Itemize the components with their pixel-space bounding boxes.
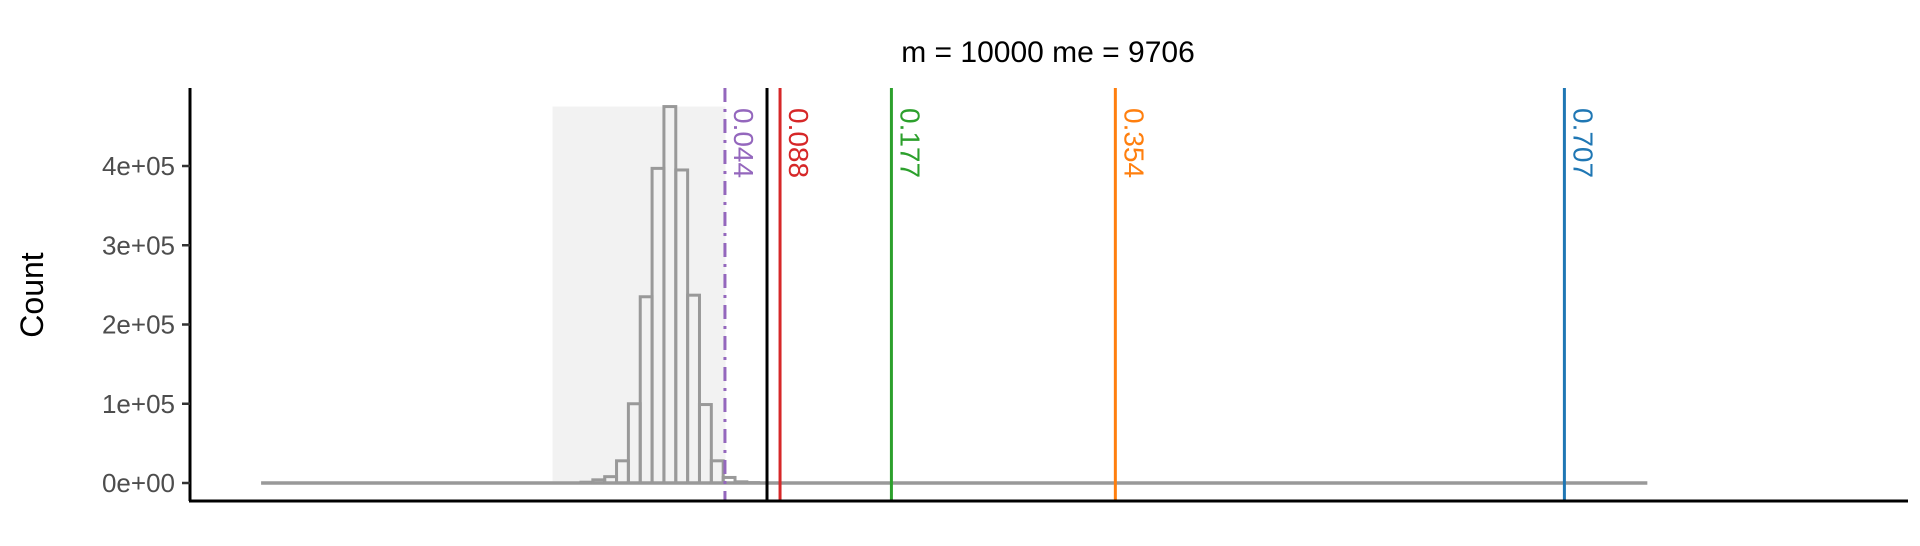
- y-tick-label: 0e+00: [102, 468, 175, 498]
- histogram-bar: [721, 475, 737, 485]
- chart-title: m = 10000 me = 9706: [901, 36, 1195, 69]
- histogram-bar: [579, 480, 595, 485]
- threshold-label: 0.177: [894, 108, 925, 178]
- y-tick-label: 2e+05: [102, 310, 175, 340]
- y-axis-ticks: 0e+00 1e+05 2e+05 3e+05 4e+05: [102, 151, 190, 498]
- histogram-bar: [733, 480, 749, 485]
- threshold-label: 0.354: [1118, 108, 1149, 178]
- y-axis-label: Count: [14, 252, 50, 338]
- y-tick-label: 3e+05: [102, 230, 175, 260]
- y-tick-label: 1e+05: [102, 389, 175, 419]
- threshold-label: 0.088: [783, 108, 814, 178]
- threshold-label: 0.707: [1567, 108, 1598, 178]
- y-tick-label: 4e+05: [102, 151, 175, 181]
- histogram-bar: [709, 459, 725, 485]
- histogram-layer: [261, 105, 1648, 485]
- histogram-bar: [697, 403, 713, 485]
- histogram-bar: [686, 293, 701, 485]
- threshold-label: 0.044: [728, 108, 759, 178]
- threshold-lines-layer: 0.044 0.088 0.177 0.354 0.707: [723, 88, 1598, 501]
